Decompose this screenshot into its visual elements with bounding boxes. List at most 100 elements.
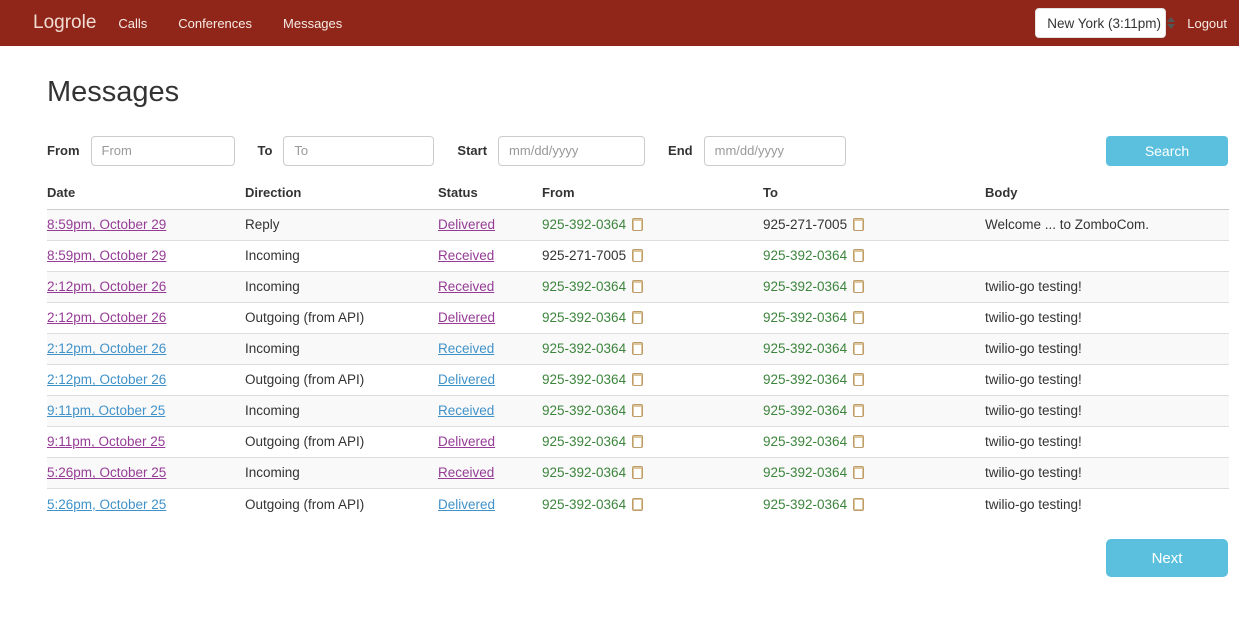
direction-label: Outgoing (from API): [245, 310, 365, 326]
message-date-link[interactable]: 9:11pm, October 25: [47, 434, 166, 450]
direction-label: Incoming: [245, 465, 300, 481]
message-date-link[interactable]: 8:59pm, October 29: [47, 217, 167, 233]
message-date-link[interactable]: 9:11pm, October 25: [47, 403, 166, 419]
message-date-link[interactable]: 8:59pm, October 29: [47, 248, 167, 264]
copy-icon[interactable]: [632, 280, 644, 294]
phone-number[interactable]: 925-392-0364: [542, 465, 627, 481]
date-cell: 9:11pm, October 25: [47, 426, 245, 458]
message-date-link[interactable]: 2:12pm, October 26: [47, 279, 167, 295]
phone-number[interactable]: 925-392-0364: [542, 372, 627, 388]
message-date-link[interactable]: 2:12pm, October 26: [47, 372, 167, 388]
copy-icon[interactable]: [853, 466, 865, 480]
direction-cell: Incoming: [245, 457, 438, 489]
messages-table-body: 8:59pm, October 29 Reply Delivered 925-392-…: [47, 209, 1229, 519]
column-header-direction: Direction: [245, 184, 438, 210]
phone-number: 925-271-7005: [763, 217, 848, 233]
status-cell: Received: [438, 457, 542, 489]
message-date-link[interactable]: 2:12pm, October 26: [47, 341, 167, 357]
copy-icon[interactable]: [853, 404, 865, 418]
copy-icon[interactable]: [853, 218, 865, 232]
next-button[interactable]: Next: [1106, 539, 1228, 578]
phone-number[interactable]: 925-392-0364: [763, 372, 848, 388]
end-label: End: [668, 143, 693, 159]
copy-icon[interactable]: [853, 311, 865, 325]
phone-number[interactable]: 925-392-0364: [763, 403, 848, 419]
message-status-link[interactable]: Delivered: [438, 434, 496, 450]
table-row: 9:11pm, October 25 Incoming Received 925-39…: [47, 395, 1229, 427]
message-date-link[interactable]: 5:26pm, October 25: [47, 496, 167, 512]
phone-number[interactable]: 925-392-0364: [542, 217, 627, 233]
copy-icon[interactable]: [853, 280, 865, 294]
message-date-link[interactable]: 5:26pm, October 25: [47, 465, 167, 481]
copy-icon[interactable]: [632, 497, 644, 511]
message-status-link[interactable]: Delivered: [438, 496, 496, 512]
body-cell: Welcome ... to ZomboCom.: [985, 209, 1229, 241]
column-header-from: From: [542, 184, 763, 210]
end-date-input[interactable]: [703, 135, 846, 166]
start-date-input[interactable]: [498, 135, 646, 166]
copy-icon[interactable]: [853, 342, 865, 356]
copy-icon[interactable]: [632, 466, 644, 480]
copy-icon[interactable]: [853, 373, 865, 387]
from-cell: 925-392-0364: [542, 426, 763, 458]
message-status-link[interactable]: Delivered: [438, 310, 496, 326]
message-status-link[interactable]: Received: [438, 465, 495, 481]
copy-icon[interactable]: [632, 404, 644, 418]
table-row: 8:59pm, October 29 Incoming Received 925-27…: [47, 240, 1229, 272]
copy-icon[interactable]: [632, 435, 644, 449]
copy-icon[interactable]: [632, 249, 644, 263]
copy-icon[interactable]: [632, 342, 644, 356]
message-body: twilio-go testing!: [985, 434, 1082, 450]
phone-number[interactable]: 925-392-0364: [542, 496, 627, 512]
phone-number[interactable]: 925-392-0364: [763, 496, 848, 512]
table-row: 2:12pm, October 26 Outgoing (from API) Del…: [47, 302, 1229, 334]
phone-number[interactable]: 925-392-0364: [542, 434, 627, 450]
message-body: twilio-go testing!: [985, 465, 1082, 481]
message-body: twilio-go testing!: [985, 403, 1082, 419]
status-cell: Delivered: [438, 488, 542, 519]
phone-number[interactable]: 925-392-0364: [763, 279, 848, 295]
phone-number[interactable]: 925-392-0364: [763, 248, 848, 264]
phone-number[interactable]: 925-392-0364: [763, 465, 848, 481]
search-button[interactable]: Search: [1106, 135, 1228, 166]
message-status-link[interactable]: Received: [438, 341, 495, 357]
status-cell: Received: [438, 333, 542, 365]
table-row: 5:26pm, October 25 Incoming Received 925-39…: [47, 457, 1229, 489]
phone-number[interactable]: 925-392-0364: [542, 310, 627, 326]
copy-icon[interactable]: [632, 218, 644, 232]
direction-cell: Outgoing (from API): [245, 302, 438, 334]
phone-number[interactable]: 925-392-0364: [542, 403, 627, 419]
phone-number[interactable]: 925-392-0364: [763, 341, 848, 357]
message-body: twilio-go testing!: [985, 496, 1082, 512]
message-date-link[interactable]: 2:12pm, October 26: [47, 310, 167, 326]
phone-number[interactable]: 925-392-0364: [763, 434, 848, 450]
nav-item-conferences[interactable]: Conferences: [178, 15, 253, 31]
message-status-link[interactable]: Received: [438, 248, 495, 264]
body-cell: twilio-go testing!: [985, 395, 1229, 427]
to-cell: 925-392-0364: [763, 333, 985, 365]
nav-item-messages[interactable]: Messages: [283, 15, 343, 31]
copy-icon[interactable]: [632, 311, 644, 325]
to-input[interactable]: [283, 135, 435, 166]
from-input[interactable]: [90, 135, 235, 166]
date-cell: 2:12pm, October 26: [47, 271, 245, 303]
copy-icon[interactable]: [632, 373, 644, 387]
timezone-select[interactable]: New York (3:11pm): [1035, 8, 1176, 38]
phone-number[interactable]: 925-392-0364: [763, 310, 848, 326]
start-label: Start: [457, 143, 488, 159]
message-status-link[interactable]: Received: [438, 279, 495, 295]
phone-number[interactable]: 925-392-0364: [542, 279, 627, 295]
direction-cell: Incoming: [245, 240, 438, 272]
message-status-link[interactable]: Received: [438, 403, 495, 419]
to-cell: 925-392-0364: [763, 364, 985, 396]
message-status-link[interactable]: Delivered: [438, 372, 496, 388]
phone-number[interactable]: 925-392-0364: [542, 341, 627, 357]
brand-logrole[interactable]: Logrole: [33, 12, 97, 33]
message-status-link[interactable]: Delivered: [438, 217, 496, 233]
copy-icon[interactable]: [853, 249, 865, 263]
logout-link[interactable]: Logout: [1187, 15, 1227, 31]
copy-icon[interactable]: [853, 497, 865, 511]
copy-icon[interactable]: [853, 435, 865, 449]
nav-item-calls[interactable]: Calls: [118, 15, 148, 31]
status-cell: Delivered: [438, 364, 542, 396]
